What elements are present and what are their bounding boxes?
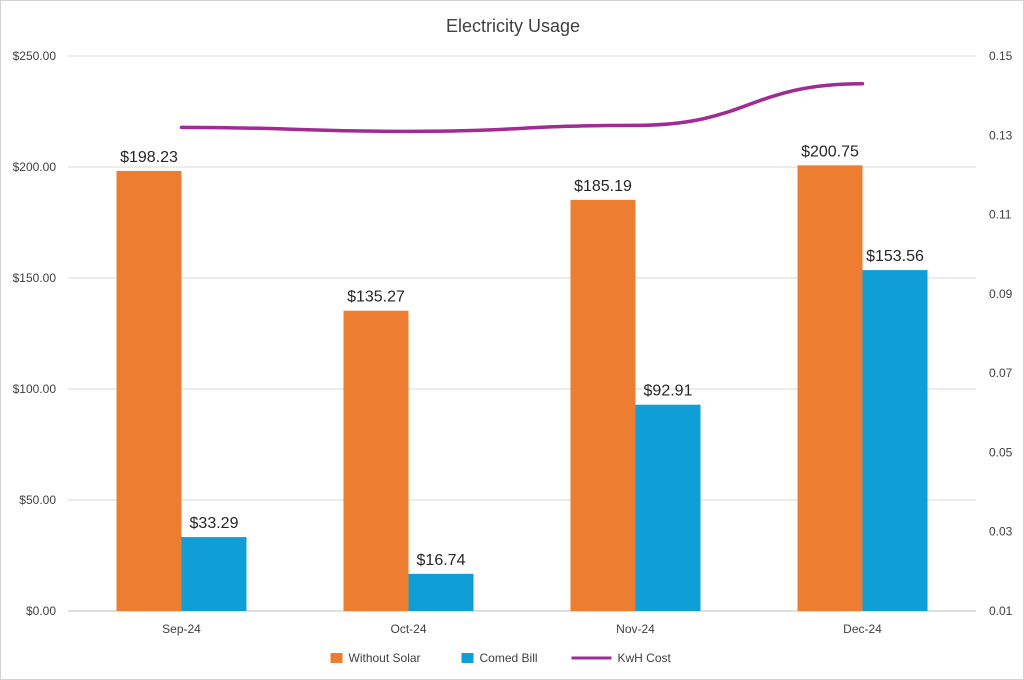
left-tick-label: $50.00	[19, 493, 56, 507]
legend-swatch-comed-bill	[461, 653, 474, 663]
legend-label-comed-bill: Comed Bill	[480, 651, 538, 665]
kwh-cost-line	[179, 82, 865, 134]
bar-data-label: $92.91	[644, 383, 693, 400]
kwh-cost-line-path	[179, 82, 865, 134]
bar-comed-bill	[181, 537, 247, 611]
left-tick-label: $150.00	[13, 271, 57, 285]
bar-without-solar	[116, 170, 182, 612]
right-tick-label: 0.05	[989, 445, 1013, 459]
bars	[116, 165, 928, 612]
chart-title: Electricity Usage	[446, 16, 580, 36]
right-tick-label: 0.07	[989, 366, 1013, 380]
data-labels: $198.23 $33.29 $135.27 $16.74 $185.19 $92.91 $…	[120, 143, 924, 569]
x-axis: Sep-24 Oct-24 Nov-24 Dec-24	[162, 622, 882, 636]
bar-data-label: $135.27	[347, 289, 405, 306]
right-tick-label: 0.03	[989, 525, 1013, 539]
bar-comed-bill	[408, 573, 474, 611]
bar-data-label: $185.19	[574, 178, 632, 195]
bar-data-label: $33.29	[190, 515, 239, 532]
right-axis: 0.01 0.03 0.05 0.07 0.09 0.11 0.13 0.15	[989, 49, 1013, 618]
left-tick-label: $100.00	[13, 382, 57, 396]
left-axis: $0.00 $50.00 $100.00 $150.00 $200.00 $250.00	[13, 49, 57, 618]
bar-without-solar	[343, 310, 409, 611]
right-tick-label: 0.13	[989, 128, 1013, 142]
right-tick-label: 0.09	[989, 287, 1013, 301]
bar-data-label: $153.56	[866, 248, 924, 265]
bar-comed-bill	[635, 404, 701, 611]
bar-data-label: $200.75	[801, 143, 859, 160]
legend-label-without-solar: Without Solar	[349, 651, 421, 665]
x-tick-label: Sep-24	[162, 622, 201, 636]
bar-without-solar	[797, 165, 863, 611]
left-tick-label: $200.00	[13, 160, 57, 174]
legend-swatch-without-solar	[330, 653, 343, 663]
x-tick-label: Dec-24	[843, 622, 882, 636]
bar-comed-bill	[862, 270, 928, 611]
left-tick-label: $0.00	[26, 604, 56, 618]
legend-label-kwh-cost: KwH Cost	[618, 651, 672, 665]
right-tick-label: 0.11	[989, 208, 1012, 222]
left-tick-label: $250.00	[13, 49, 57, 63]
bar-data-label: $198.23	[120, 149, 178, 166]
legend: Without Solar Comed Bill KwH Cost	[330, 651, 672, 665]
x-tick-label: Oct-24	[390, 622, 426, 636]
bar-data-label: $16.74	[417, 552, 466, 569]
bar-without-solar	[570, 199, 636, 611]
right-tick-label: 0.01	[989, 604, 1013, 618]
right-tick-label: 0.15	[989, 49, 1013, 63]
x-tick-label: Nov-24	[616, 622, 655, 636]
